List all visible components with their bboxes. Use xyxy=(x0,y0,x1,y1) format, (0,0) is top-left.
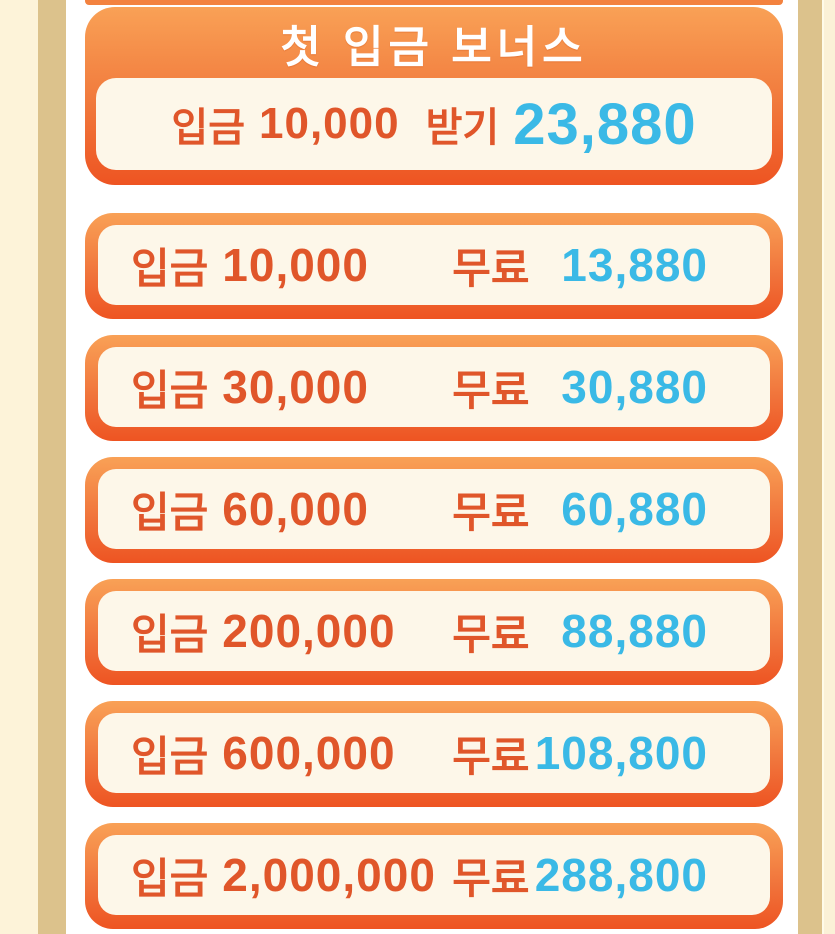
bonus-value: 88,880 xyxy=(561,605,708,657)
first-deposit-bonus-card: 첫 입금 보너스 입금 10,000 받기 23,880 xyxy=(85,7,783,185)
receive-action-label: 받기 xyxy=(425,106,500,150)
bonus-tier-row-inner: 입금 200,000 무료 88,880 xyxy=(98,591,770,671)
deposit-amount: 60,000 xyxy=(222,483,369,535)
cutoff-card-bottom-edge xyxy=(85,0,783,5)
bonus-tier-row-6[interactable]: 입금 2,000,000 무료 288,800 xyxy=(85,823,783,929)
bonus-tier-row-4[interactable]: 입금 200,000 무료 88,880 xyxy=(85,579,783,685)
deposit-amount: 200,000 xyxy=(222,605,396,657)
deposit-label: 입금 xyxy=(171,106,245,150)
right-tan-stripe xyxy=(798,0,822,934)
bonus-value: 30,880 xyxy=(561,361,708,413)
deposit-label: 입금 xyxy=(131,732,209,780)
deposit-amount: 30,000 xyxy=(222,361,369,413)
deposit-amount: 2,000,000 xyxy=(222,849,436,901)
bonus-tier-row-3[interactable]: 입금 60,000 무료 60,880 xyxy=(85,457,783,563)
deposit-amount: 10,000 xyxy=(222,239,369,291)
deposit-amount: 10,000 xyxy=(259,99,400,148)
bonus-tier-row-1[interactable]: 입금 10,000 무료 13,880 xyxy=(85,213,783,319)
deposit-label: 입금 xyxy=(131,244,209,292)
bonus-value: 23,880 xyxy=(513,91,697,157)
bonus-value: 108,800 xyxy=(534,727,708,779)
free-label: 무료 xyxy=(452,488,530,536)
free-label: 무료 xyxy=(452,610,530,658)
free-label: 무료 xyxy=(452,732,530,780)
deposit-label: 입금 xyxy=(131,366,209,414)
free-label: 무료 xyxy=(452,244,530,292)
bonus-panel: 첫 입금 보너스 입금 10,000 받기 23,880 입금 10,000 무… xyxy=(85,0,783,929)
bonus-value: 60,880 xyxy=(561,483,708,535)
claim-bonus-button[interactable]: 입금 10,000 받기 23,880 xyxy=(96,78,772,170)
bonus-tier-row-5[interactable]: 입금 600,000 무료 108,800 xyxy=(85,701,783,807)
bonus-tier-row-inner: 입금 30,000 무료 30,880 xyxy=(98,347,770,427)
deposit-label: 입금 xyxy=(131,610,209,658)
right-margin-background xyxy=(822,0,835,934)
free-label: 무료 xyxy=(452,854,530,902)
page-title: 첫 입금 보너스 xyxy=(280,22,588,72)
bonus-tier-row-inner: 입금 2,000,000 무료 288,800 xyxy=(98,835,770,915)
bonus-tier-row-inner: 입금 60,000 무료 60,880 xyxy=(98,469,770,549)
bonus-tier-row-inner: 입금 600,000 무료 108,800 xyxy=(98,713,770,793)
left-tan-stripe xyxy=(38,0,66,934)
bonus-tier-row-2[interactable]: 입금 30,000 무료 30,880 xyxy=(85,335,783,441)
deposit-amount: 600,000 xyxy=(222,727,396,779)
bonus-value: 288,800 xyxy=(534,849,708,901)
bonus-tier-row-inner: 입금 10,000 무료 13,880 xyxy=(98,225,770,305)
bonus-value: 13,880 xyxy=(561,239,708,291)
deposit-label: 입금 xyxy=(131,488,209,536)
free-label: 무료 xyxy=(452,366,530,414)
left-margin-background xyxy=(0,0,38,934)
deposit-label: 입금 xyxy=(131,854,209,902)
